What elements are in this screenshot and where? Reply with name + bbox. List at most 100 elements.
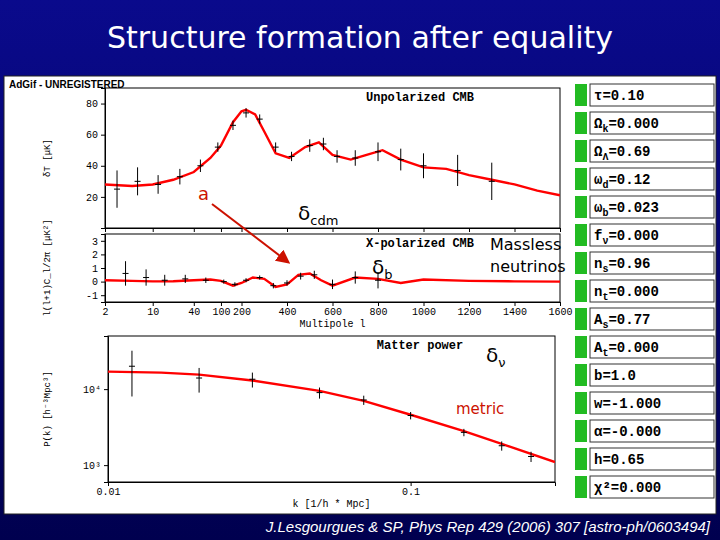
data-point: [398, 149, 404, 171]
annotation-text: Massless: [490, 235, 561, 254]
data-point: [352, 271, 358, 283]
x-axis-title: Multipole l: [299, 319, 365, 330]
axis: [106, 228, 561, 232]
data-point: [123, 261, 129, 285]
parameter-marker: [575, 336, 587, 358]
chart-panel: 0.010.110³10⁴Matter powerk [1/h * Mpc]P(…: [43, 336, 556, 510]
parameter-box: [590, 84, 714, 106]
tick-label: 600: [324, 307, 342, 318]
tick: 1600: [548, 302, 572, 318]
data-point: [215, 142, 221, 151]
data-point: [361, 396, 367, 405]
tick-label: 40: [86, 161, 98, 172]
parameter-text: nt=0.000: [594, 284, 659, 303]
tick-label: 1: [92, 264, 98, 275]
chart-title: X-polarized CMB: [366, 237, 474, 251]
data-point: [155, 175, 161, 194]
tick-mark: [242, 228, 243, 232]
parameter-row: h=0.65: [575, 448, 714, 470]
data-point: [489, 163, 495, 200]
tick-mark: [560, 228, 561, 232]
tick: 40: [86, 161, 105, 172]
axis: 10³10⁴: [83, 337, 109, 483]
annotation-sub: cdm: [310, 213, 338, 228]
tick: 1: [92, 264, 105, 275]
data-point: [421, 153, 427, 178]
slide-svg: Structure formation after equalityAdGif …: [0, 0, 720, 540]
parameter-box: [590, 168, 714, 190]
data-point: [375, 142, 381, 161]
tick-label: 1000: [412, 307, 436, 318]
parameter-value: =0.023: [608, 200, 658, 216]
tick-label: 200: [233, 307, 251, 318]
parameter-row: χ²=0.000: [575, 476, 714, 498]
data-point: [143, 269, 149, 285]
tick-mark: [194, 302, 195, 306]
parameter-marker: [575, 140, 587, 162]
data-point: [114, 170, 120, 207]
chart-title: Matter power: [377, 339, 463, 353]
tick-label: 40: [188, 307, 200, 318]
parameter-value: =1.0: [602, 368, 636, 384]
parameter-row: b=1.0: [575, 364, 714, 386]
annotation-sub: b: [384, 267, 392, 282]
tick-mark: [378, 302, 379, 306]
axis-line: [106, 303, 561, 307]
tick-mark: [101, 268, 105, 269]
tick-mark: [104, 465, 108, 466]
data-point: [499, 441, 505, 450]
tick-label: 80: [86, 99, 98, 110]
parameter-text: α=-0.000: [594, 424, 661, 440]
tick-label: 0.01: [96, 487, 120, 498]
screenshot-frame: [4, 76, 716, 514]
parameter-row: α=-0.000: [575, 420, 714, 442]
data-point: [320, 138, 326, 150]
tick: [378, 228, 379, 232]
axis: 210401002004006008001000120014001600: [102, 302, 572, 318]
annotation: Massless: [490, 235, 561, 254]
parameter-text: fν=0.000: [594, 228, 659, 247]
tick-mark: [333, 228, 334, 232]
parameter-value: =0.10: [602, 88, 644, 104]
parameter-value: =0.000: [611, 480, 661, 496]
parameter-text: w=-1.000: [594, 396, 661, 412]
annotation-text: a: [198, 183, 209, 204]
parameter-value: =-1.000: [602, 396, 661, 412]
data-point: [528, 452, 534, 462]
parameter-symbol: n: [594, 284, 602, 300]
tick: [424, 228, 425, 232]
data-point: [162, 275, 168, 286]
data-point: [243, 278, 249, 282]
tick-label: 10: [147, 307, 159, 318]
tick-mark: [333, 302, 334, 306]
tick: 1400: [503, 302, 527, 318]
y-axis-title: P(k) [h⁻³Mpc³]: [43, 371, 53, 447]
parameter-text: As=0.77: [594, 312, 650, 331]
parameter-row: w=-1.000: [575, 392, 714, 414]
background: [0, 0, 720, 540]
data-point: [135, 167, 141, 195]
tick-mark: [242, 302, 243, 306]
tick-mark: [194, 228, 195, 232]
parameter-value: =0.12: [608, 172, 650, 188]
tick: 0: [92, 277, 105, 288]
slide-title: Structure formation after equality: [107, 20, 613, 55]
parameter-symbol: n: [594, 256, 602, 272]
parameter-text: At=0.000: [594, 340, 659, 359]
tick: [333, 228, 334, 232]
parameter-row: ΩΛ=0.69: [575, 140, 714, 163]
tick-mark: [101, 254, 105, 255]
slide: Structure formation after equalityAdGif …: [0, 0, 720, 540]
tick-label: 2: [102, 307, 108, 318]
plot-area: [105, 108, 560, 208]
parameter-marker: [575, 196, 587, 218]
tick: [287, 228, 288, 232]
parameter-box: [590, 112, 714, 134]
tick: 1200: [457, 302, 481, 318]
parameter-marker: [575, 448, 587, 470]
data-point: [284, 280, 290, 285]
tick-mark: [424, 302, 425, 306]
tick: 2: [102, 302, 108, 318]
tick-mark: [101, 197, 105, 198]
parameter-panel: τ=0.10Ωk=0.000ΩΛ=0.69ωd=0.12ωb=0.023fν=0…: [575, 84, 714, 498]
